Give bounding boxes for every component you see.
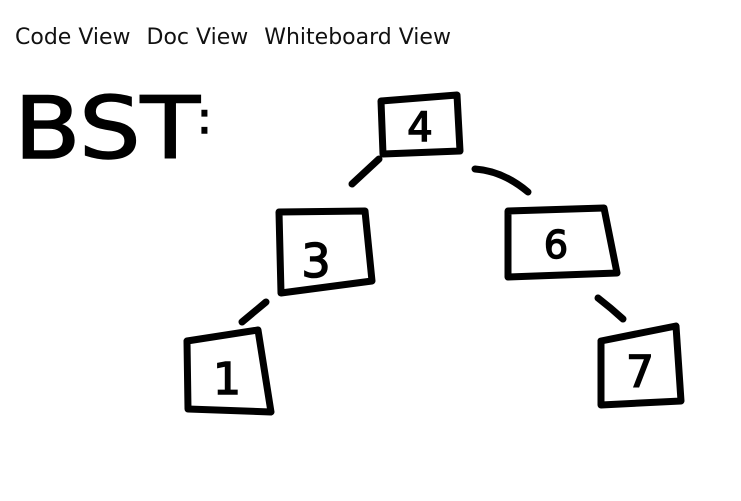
node-value-1: 1 <box>213 354 241 405</box>
node-value-6: 6 <box>544 223 568 267</box>
node-value-3: 3 <box>301 234 330 288</box>
edge-3-1 <box>238 298 270 326</box>
view-tab-bar: Code View Doc View Whiteboard View <box>15 21 451 55</box>
tab-doc-view[interactable]: Doc View <box>146 25 249 50</box>
whiteboard-drawing: BST : 4 3 6 1 7 <box>13 78 685 416</box>
whiteboard-canvas[interactable]: BST : 4 3 6 1 7 <box>0 60 741 501</box>
node-value-7: 7 <box>626 347 654 398</box>
node-box-7 <box>597 322 685 409</box>
edge-4-3 <box>348 155 383 188</box>
node-box-4 <box>377 91 464 158</box>
tab-whiteboard-view[interactable]: Whiteboard View <box>264 25 451 50</box>
tab-code-view[interactable]: Code View <box>15 25 131 50</box>
whiteboard-title-colon: : <box>197 93 212 144</box>
node-box-3 <box>275 207 376 297</box>
edge-4-6 <box>471 165 532 196</box>
node-value-4: 4 <box>407 105 432 151</box>
edge-6-7 <box>594 294 627 323</box>
whiteboard-title: BST <box>14 79 201 179</box>
node-box-6 <box>504 204 621 281</box>
node-box-1 <box>183 326 275 416</box>
